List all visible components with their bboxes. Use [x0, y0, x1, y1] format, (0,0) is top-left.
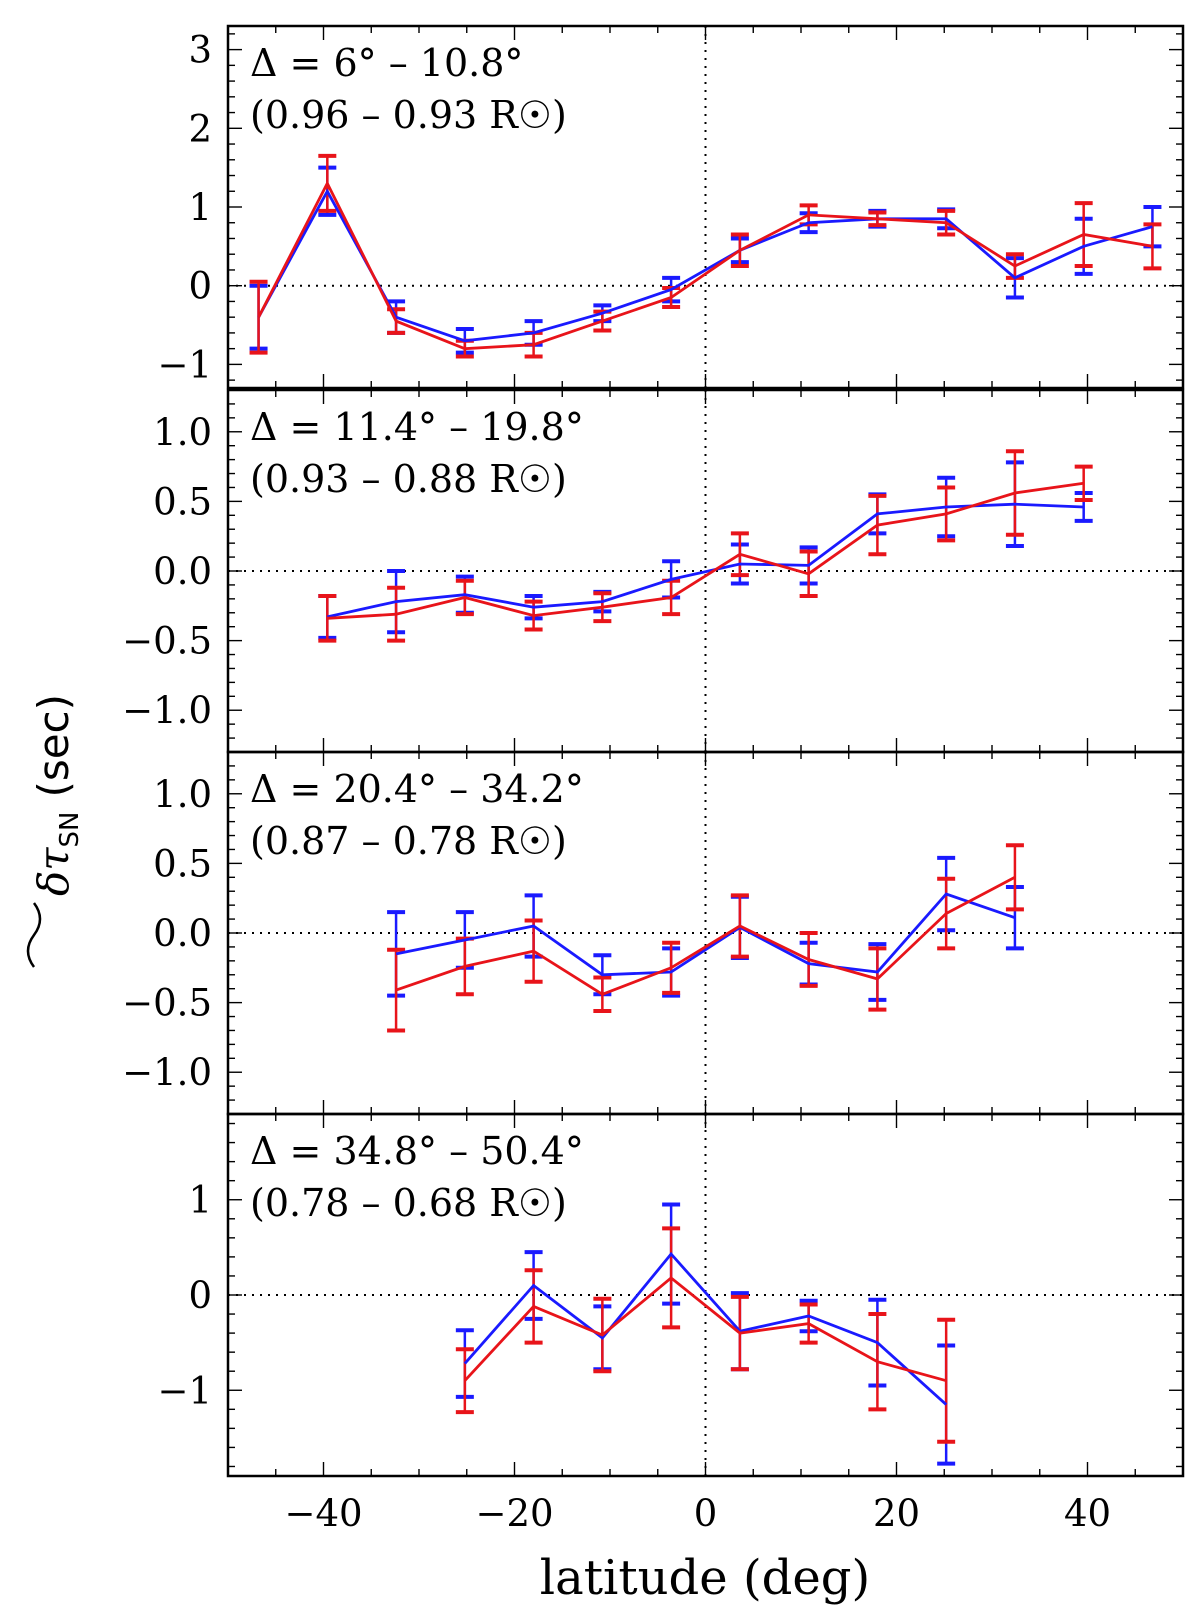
- panel-frame: [226, 1112, 1185, 1478]
- y-tick-label: 1: [188, 186, 212, 229]
- x-tick-label: 40: [1064, 1492, 1111, 1535]
- panel-radius-range: (0.78 – 0.68 R☉): [250, 1181, 567, 1225]
- panel-1: −1 0 1 2 3 Δ = 6° – 10.8° (0.96 – 0.93 R☉): [157, 24, 1185, 390]
- series-line-blue: [463, 1251, 948, 1406]
- panel-frame: [226, 24, 1185, 390]
- y-axis-label-symbol: δτ: [29, 847, 78, 896]
- x-tick-label: −20: [475, 1492, 553, 1535]
- panel-4: −1 0 1 Δ = 34.8° – 50.4° (0.78 – 0.68 R☉): [157, 1112, 1185, 1478]
- panel-radius-range: (0.96 – 0.93 R☉): [250, 93, 567, 137]
- series-line-blue: [395, 892, 1016, 977]
- panel-3: −1.0 −0.5 0.0 0.5 1.0 Δ = 20.4° – 34.2° (0.87 …: [122, 750, 1185, 1116]
- y-tick-label: −1.0: [122, 689, 212, 732]
- y-axis-label: δτSN (sec): [26, 694, 85, 968]
- series-red: [249, 153, 1162, 359]
- panel-radius-range: (0.93 – 0.88 R☉): [250, 457, 567, 501]
- y-tick-label: −1.0: [122, 1051, 212, 1094]
- x-tick-label: 0: [694, 1492, 718, 1535]
- y-axis-label-units: (sec): [29, 694, 78, 798]
- x-tick-label: −40: [284, 1492, 362, 1535]
- y-tick-label: 1.0: [153, 411, 212, 454]
- y-tick-label: 1: [188, 1179, 212, 1222]
- y-tick-label: 0.0: [153, 550, 212, 593]
- x-axis-label: latitude (deg): [540, 1550, 871, 1606]
- panel-depth-range: Δ = 6° – 10.8°: [250, 41, 523, 85]
- y-tick-label: 0: [188, 1274, 212, 1317]
- series-line-red: [257, 180, 1153, 351]
- svg-text:δτSN(sec): δτSN (sec): [29, 694, 85, 896]
- series-line-blue: [326, 502, 1084, 619]
- series-line-red: [327, 481, 1084, 620]
- panel-depth-range: Δ = 34.8° – 50.4°: [250, 1129, 584, 1173]
- y-tick-label: 0.5: [153, 480, 212, 523]
- series-line-blue: [257, 188, 1153, 343]
- panel-2: −1.0 −0.5 0.0 0.5 1.0 Δ = 11.4° – 19.8° (0.93 …: [122, 388, 1185, 754]
- y-tick-label: −0.5: [122, 982, 212, 1025]
- panel-radius-range: (0.87 – 0.78 R☉): [250, 819, 567, 863]
- y-tick-label: −1: [157, 343, 212, 386]
- y-tick-label: 0.5: [153, 842, 212, 885]
- series-line-red: [395, 876, 1016, 996]
- y-tick-label: −0.5: [122, 620, 212, 663]
- series-red: [318, 449, 1093, 643]
- y-tick-label: 2: [188, 107, 212, 150]
- y-tick-label: 1.0: [153, 773, 212, 816]
- y-tick-label: 0.0: [153, 912, 212, 955]
- y-tick-label: −1: [157, 1369, 212, 1412]
- x-tick-label: 20: [873, 1492, 920, 1535]
- y-tick-label: 3: [188, 29, 212, 72]
- chart-panels: −1 0 1 2 3 Δ = 6° – 10.8° (0.96 – 0.93 R☉) −1.0…: [122, 24, 1185, 1535]
- panel-depth-range: Δ = 20.4° – 34.2°: [250, 767, 584, 811]
- y-axis-label-subscript: SN: [55, 812, 85, 848]
- y-axis-label-tilde: [26, 902, 42, 968]
- y-tick-label: 0: [188, 265, 212, 308]
- series-red: [455, 1226, 956, 1444]
- series-line-red: [463, 1276, 947, 1383]
- panel-depth-range: Δ = 11.4° – 19.8°: [250, 405, 584, 449]
